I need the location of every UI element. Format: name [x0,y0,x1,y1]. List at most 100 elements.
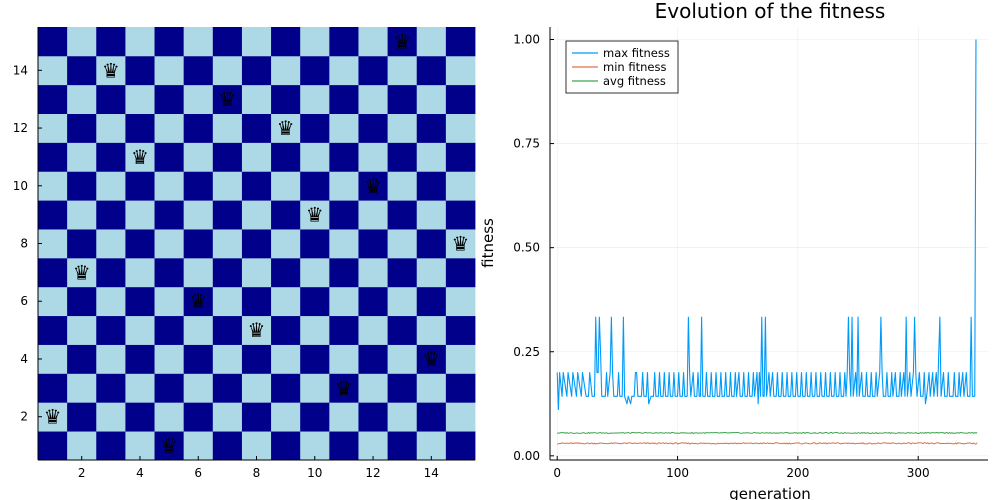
board-square [96,229,126,259]
x-tick-label: 100 [666,466,689,480]
board-square [329,431,359,461]
queen-icon: ♛ [277,116,295,140]
board-square [445,344,476,374]
y-tick-label: 8 [20,237,28,251]
board-square [445,84,476,114]
board-square [387,171,418,201]
board-square [38,27,68,57]
board-square [416,373,447,403]
board-square [445,229,476,259]
chessboard-x-ticks: 2 4 6 8 10 12 14 [78,456,439,480]
board-square [183,286,214,317]
board-square [300,84,330,114]
queen-icon: ♛ [451,232,469,256]
board-square [445,373,476,403]
board-square [67,373,97,403]
x-tick-label: 4 [136,466,144,480]
board-square [67,84,97,114]
queen-icon: ♛ [335,376,353,400]
board-square [300,373,330,403]
board-square [154,257,185,288]
board-square [358,84,388,114]
board-square [125,286,155,317]
legend-label-min: min fitness [603,60,666,74]
board-square [358,200,388,230]
board-square [96,315,126,345]
board-square [300,257,330,288]
board-square [445,171,476,201]
board-square [154,200,185,230]
board-square [96,27,126,57]
board-square [125,373,155,403]
board-square [387,257,418,288]
board-square [300,113,330,143]
x-tick-label: 12 [365,466,380,480]
board-square [125,171,155,201]
board-square [241,373,272,403]
board-square [67,344,97,374]
board-square [358,257,388,288]
board-square [387,402,418,432]
board-square [445,55,476,86]
board-square [300,402,330,432]
y-tick-label: 2 [20,410,28,424]
board-square [212,431,243,461]
board-square [387,344,418,374]
board-square [125,142,155,172]
board-square [300,431,330,461]
queen-icon: ♛ [44,405,62,429]
board-square [416,315,447,345]
board-square [154,55,185,86]
board-square [125,402,155,432]
board-square [183,84,214,114]
chessboard-y-ticks: 2 4 6 8 10 12 14 [13,63,42,424]
board-square [154,27,185,57]
board-square [300,229,330,259]
board-square [241,344,272,374]
board-square [241,286,272,317]
board-square [38,431,68,461]
board-square [271,55,301,86]
board-square [241,431,272,461]
y-tick-label: 14 [13,63,28,77]
queens-layer: ♛ ♛ ♛ ♛ ♛ ♛ ♛ ♛ ♛ ♛ ♛ ♛ ♛ ♛ ♛ [44,29,470,457]
board-square [271,257,301,288]
board-square [445,113,476,143]
y-tick-label: 0.50 [513,241,540,255]
board-square [38,200,68,230]
board-square [125,344,155,374]
board-square [125,200,155,230]
chart-title: Evolution of the fitness [655,0,886,23]
board-square [212,84,243,114]
board-square [38,55,68,86]
board-square [241,200,272,230]
board-square [329,229,359,259]
board-square [67,55,97,86]
board-square [67,200,97,230]
board-square [271,373,301,403]
board-square [212,200,243,230]
board-square [212,171,243,201]
board-square [445,142,476,172]
board-square [416,142,447,172]
y-tick-label: 6 [20,294,28,308]
board-square [154,113,185,143]
y-axis-label: fitness [479,218,497,268]
fitness-x-ticks: 0 100 200 300 [553,456,930,480]
board-square [38,142,68,172]
board-square [38,229,68,259]
queen-icon: ♛ [218,87,236,111]
board-square [329,373,359,403]
board-square [300,286,330,317]
board-square [329,142,359,172]
chessboard-squares [38,27,476,461]
board-square [38,286,68,317]
board-square [416,171,447,201]
board-square [300,142,330,172]
board-square [329,113,359,143]
series-avg-fitness-line [557,431,978,435]
board-square [38,373,68,403]
board-square [96,142,126,172]
board-square [154,171,185,201]
board-square [271,229,301,259]
